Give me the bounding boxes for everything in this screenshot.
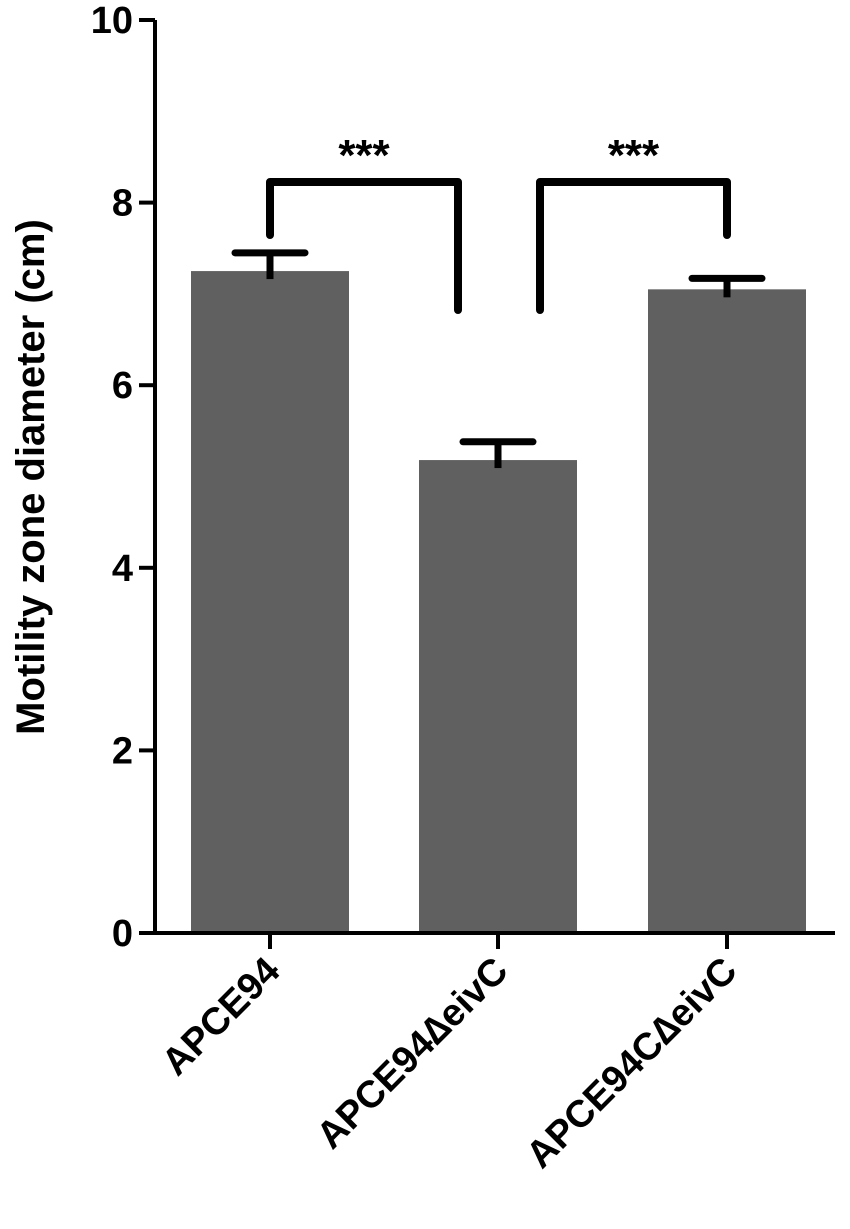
significance-bracket-1: *** <box>266 131 462 314</box>
x-ticks-group: APCE94 APCE94∆eivC APCE94C∆eivC <box>154 933 745 1177</box>
error-bar-2 <box>459 438 537 469</box>
y-axis-label: Motility zone diameter (cm) <box>9 219 53 735</box>
y-tick-label-0: 0 <box>112 913 133 955</box>
bar-2 <box>419 460 577 933</box>
error-bar-3 <box>688 274 766 298</box>
axes-group <box>153 20 835 935</box>
x-tick-label-1: APCE94 <box>154 950 288 1084</box>
error-bar-1 <box>231 249 309 280</box>
y-ticks-group: 0 2 4 6 8 10 <box>91 0 155 955</box>
y-tick-label-4: 8 <box>112 183 133 225</box>
y-tick-label-3: 6 <box>112 365 133 407</box>
significance-label-2: *** <box>608 131 660 180</box>
x-tick-label-2: APCE94∆eivC <box>309 950 516 1157</box>
error-bars-group <box>231 249 766 469</box>
y-tick-label-2: 4 <box>112 548 133 590</box>
bar-1 <box>191 271 349 933</box>
significance-label-1: *** <box>338 131 390 180</box>
x-tick-label-3: APCE94C∆eivC <box>519 950 746 1177</box>
y-tick-label-1: 2 <box>112 730 133 772</box>
significance-group: *** *** <box>266 131 731 314</box>
bar-3 <box>648 289 806 934</box>
bars-group <box>191 271 806 934</box>
significance-bracket-2: *** <box>536 131 731 314</box>
y-tick-label-5: 10 <box>91 0 133 42</box>
